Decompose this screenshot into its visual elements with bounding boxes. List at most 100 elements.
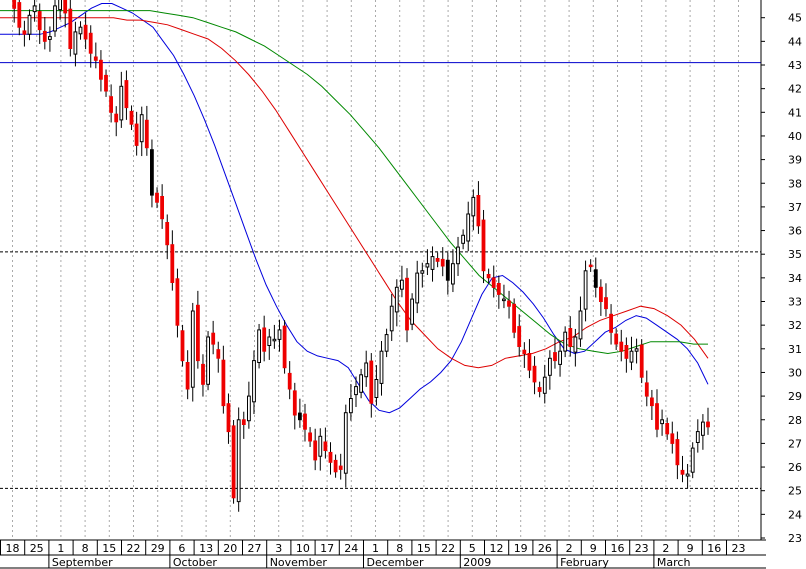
candle-body (216, 349, 221, 359)
candle-body (394, 286, 399, 313)
candle-body (42, 30, 47, 42)
candle-body (236, 419, 241, 503)
candle-body (196, 304, 200, 362)
x-tick-label: 9 (687, 542, 694, 555)
y-tick-label: 42 (788, 83, 802, 96)
candle-body (660, 419, 665, 425)
candlesticks (12, 0, 710, 512)
candle-body (430, 256, 435, 270)
candle-body (609, 313, 614, 333)
candle-body (410, 298, 415, 325)
candle-body (578, 310, 583, 340)
candle-body (99, 59, 103, 80)
candle-body (313, 440, 318, 461)
x-tick-label: 1 (57, 542, 64, 555)
candle-body (272, 338, 277, 342)
x-tick-label: 12 (490, 542, 504, 555)
candle-body (461, 234, 466, 244)
month-label: September (52, 556, 113, 569)
y-tick-label: 34 (788, 272, 802, 285)
candle-body (588, 264, 593, 268)
y-tick-label: 37 (788, 201, 802, 214)
x-tick-label: 23 (635, 542, 649, 555)
x-tick-label: 3 (275, 542, 282, 555)
x-tick-label: 22 (441, 542, 455, 555)
reference-lines (0, 62, 761, 489)
candle-body (303, 413, 307, 430)
candle-body (548, 357, 552, 376)
month-label: November (270, 556, 328, 569)
candle-body (481, 219, 486, 272)
candle-body (262, 327, 267, 352)
y-tick-label: 36 (788, 225, 802, 238)
candle-body (573, 336, 578, 353)
y-tick-label: 31 (788, 343, 802, 356)
candle-body (680, 469, 685, 475)
candle-body (476, 195, 481, 227)
candle-body (527, 353, 532, 371)
x-tick-label: 22 (127, 542, 141, 555)
y-tick-label: 25 (788, 485, 802, 498)
x-tick-label: 2 (662, 542, 669, 555)
x-axis-ticks: 18 25 1 8 15 22 29 6 13 20 27 3 10 17 24 1 8 15 22 5 12 19 26 2… (0, 540, 746, 569)
candle-body (308, 432, 313, 442)
y-tick-label: 41 (788, 106, 802, 119)
candle-body (22, 30, 27, 35)
candle-body (553, 352, 557, 362)
candle-body (486, 274, 491, 279)
candle-body (364, 362, 369, 378)
candle-body (614, 333, 619, 345)
candle-body (343, 412, 348, 474)
y-tick-label: 38 (788, 177, 802, 190)
y-tick-label: 23 (788, 532, 802, 545)
candle-body (650, 397, 654, 407)
candle-body (507, 300, 511, 307)
candle-body (400, 279, 404, 290)
x-tick-label: 8 (82, 542, 89, 555)
candle-body (129, 110, 134, 125)
x-tick-label: 27 (248, 542, 262, 555)
candle-body (201, 363, 205, 385)
candle-body (155, 192, 159, 203)
y-tick-label: 27 (788, 437, 802, 450)
candle-body (644, 382, 649, 397)
candle-body (48, 36, 52, 40)
candle-body (599, 286, 603, 302)
x-tick-label: 26 (538, 542, 552, 555)
y-tick-label: 32 (788, 319, 802, 332)
candle-body (277, 329, 282, 340)
x-tick-label: 15 (102, 542, 116, 555)
candle-body (318, 435, 323, 457)
candle-body (456, 246, 460, 265)
candle-body (185, 362, 190, 390)
candle-body (226, 403, 231, 433)
candle-body (150, 149, 154, 196)
candle-body (134, 123, 139, 146)
candle-body (440, 258, 445, 267)
candle-body (165, 222, 170, 246)
candle-body (435, 258, 440, 262)
candle-body (542, 376, 547, 394)
candle-body (282, 325, 287, 369)
candle-body (466, 213, 471, 242)
candle-body (160, 196, 164, 220)
y-tick-label: 35 (788, 248, 802, 261)
candle-body (241, 419, 246, 425)
candle-body (384, 334, 389, 352)
moving-average-line (0, 3, 709, 414)
candle-body (634, 348, 639, 352)
moving-average-lines (0, 3, 709, 414)
candle-body (379, 350, 384, 384)
candle-body (349, 398, 353, 414)
candle-body (512, 303, 517, 333)
candle-body (701, 421, 705, 436)
y-tick-label: 39 (788, 154, 802, 167)
moving-average-line (0, 10, 708, 355)
candle-body (496, 283, 501, 295)
candle-body (685, 473, 690, 477)
candle-body (83, 24, 88, 40)
candle-body (675, 439, 680, 466)
candle-body (695, 431, 700, 444)
y-tick-label: 44 (788, 35, 802, 48)
